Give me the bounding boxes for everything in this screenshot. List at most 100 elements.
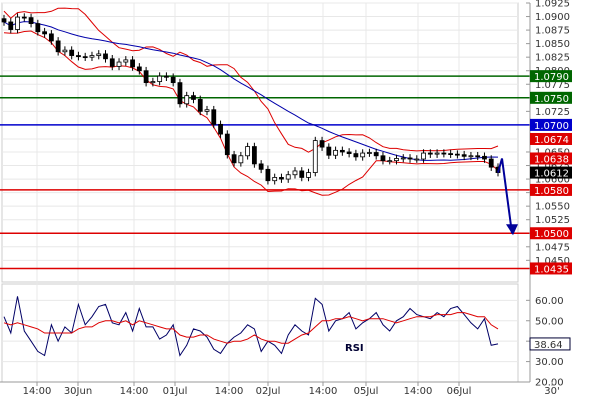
time-tick-label: 02Jul bbox=[256, 386, 281, 397]
candle-body bbox=[76, 55, 81, 58]
candle-body bbox=[279, 177, 284, 180]
price-tick-label: 1.0525 bbox=[535, 215, 570, 226]
candle-body bbox=[394, 158, 399, 162]
level-label: 1.0674 bbox=[534, 135, 569, 146]
level-label-box bbox=[530, 70, 572, 83]
rsi-value-label: 38.64 bbox=[534, 340, 563, 351]
level-label-box bbox=[530, 91, 572, 104]
rsi-line bbox=[3, 296, 499, 357]
candle-body bbox=[299, 170, 305, 178]
candle-body bbox=[157, 75, 163, 82]
price-tick-label: 1.0875 bbox=[535, 26, 570, 37]
candle-body bbox=[136, 66, 142, 72]
price-tick-label: 1.0625 bbox=[535, 161, 570, 172]
candle-body bbox=[62, 49, 68, 53]
rsi-tick-label: 50.00 bbox=[535, 316, 564, 327]
candle-body bbox=[164, 75, 169, 78]
candle-body bbox=[258, 163, 264, 170]
candle-body bbox=[204, 109, 210, 112]
candle-body bbox=[326, 146, 332, 156]
lower-band bbox=[3, 30, 499, 196]
candle-body bbox=[400, 157, 406, 160]
level-label: 1.0638 bbox=[534, 154, 569, 165]
time-tick-label: 05Jul bbox=[354, 386, 379, 397]
candle-body bbox=[468, 155, 474, 158]
candle-body bbox=[380, 155, 386, 162]
time-tick-label: 01Jul bbox=[163, 386, 188, 397]
time-tick-label: 14:00 bbox=[309, 386, 338, 397]
projection-arrow bbox=[497, 158, 518, 236]
candle-body bbox=[130, 59, 135, 68]
projection-line bbox=[497, 158, 513, 234]
candle-body bbox=[224, 133, 230, 156]
candle-body bbox=[367, 152, 372, 154]
level-label: 1.0750 bbox=[534, 94, 569, 105]
last-price-box bbox=[530, 166, 572, 179]
candle-body bbox=[245, 146, 251, 157]
price-tick-label: 1.0775 bbox=[535, 80, 570, 91]
candle-body bbox=[414, 158, 420, 161]
candle-body bbox=[55, 40, 61, 53]
candle-body bbox=[251, 146, 257, 165]
time-tick-label: 14:00 bbox=[23, 386, 52, 397]
candle-body bbox=[170, 76, 176, 84]
candle-body bbox=[42, 31, 48, 35]
candle-body bbox=[387, 160, 393, 163]
candle-body bbox=[197, 99, 203, 112]
time-tick-label: 30' bbox=[544, 386, 559, 397]
candle-body bbox=[353, 153, 359, 158]
price-axis: 1.09251.09001.08751.08501.08251.08001.07… bbox=[526, 0, 572, 382]
level-label: 1.0500 bbox=[534, 229, 569, 240]
candle-body bbox=[89, 55, 95, 58]
candle-body bbox=[407, 157, 413, 160]
candle-body bbox=[103, 53, 108, 60]
price-tick-label: 1.0850 bbox=[535, 39, 570, 50]
price-tick-label: 1.0600 bbox=[535, 175, 570, 186]
price-tick-label: 1.0900 bbox=[535, 12, 570, 23]
time-tick-label: 14:00 bbox=[120, 386, 149, 397]
time-tick-label: 06Jul bbox=[447, 386, 472, 397]
candle-body bbox=[191, 95, 196, 100]
candle-body bbox=[454, 153, 460, 156]
price-tick-label: 1.0825 bbox=[535, 53, 570, 64]
candle-body bbox=[421, 152, 426, 160]
candle-body bbox=[434, 152, 440, 155]
level-label-box bbox=[530, 118, 572, 131]
candle-body bbox=[285, 174, 291, 180]
last-price-label: 1.0612 bbox=[534, 169, 569, 180]
candle-body bbox=[184, 95, 190, 105]
candle-body bbox=[292, 170, 298, 176]
candle-body bbox=[427, 152, 433, 155]
time-tick-label: 14:00 bbox=[215, 386, 244, 397]
candle-body bbox=[150, 81, 156, 84]
rsi-label: RSI bbox=[345, 343, 364, 354]
rsi-panel bbox=[3, 296, 499, 357]
candle-body bbox=[1, 18, 7, 23]
candle-body bbox=[482, 155, 487, 160]
candle-body bbox=[82, 56, 88, 59]
time-tick-label: 14:00 bbox=[404, 386, 433, 397]
rsi-tick-label: 20.00 bbox=[535, 378, 564, 389]
candle-body bbox=[109, 58, 115, 67]
level-label-box bbox=[530, 183, 572, 196]
time-tick-label: 30Jun bbox=[64, 386, 92, 397]
rsi-tick-label: 30.00 bbox=[535, 357, 564, 368]
price-tick-label: 1.0725 bbox=[535, 107, 570, 118]
candle-body bbox=[360, 152, 366, 158]
candle-body bbox=[123, 59, 129, 63]
level-label: 1.0790 bbox=[534, 72, 569, 83]
candle-body bbox=[21, 16, 27, 19]
candle-body bbox=[475, 155, 481, 158]
candle-body bbox=[319, 140, 325, 148]
candle-body bbox=[238, 155, 244, 164]
candle-body bbox=[96, 53, 102, 56]
candle-body bbox=[272, 177, 278, 182]
price-tick-label: 1.0925 bbox=[535, 0, 570, 10]
candle-body bbox=[116, 61, 122, 67]
candle-body bbox=[461, 154, 467, 157]
candle-body bbox=[218, 123, 223, 135]
candle-body bbox=[448, 153, 454, 156]
